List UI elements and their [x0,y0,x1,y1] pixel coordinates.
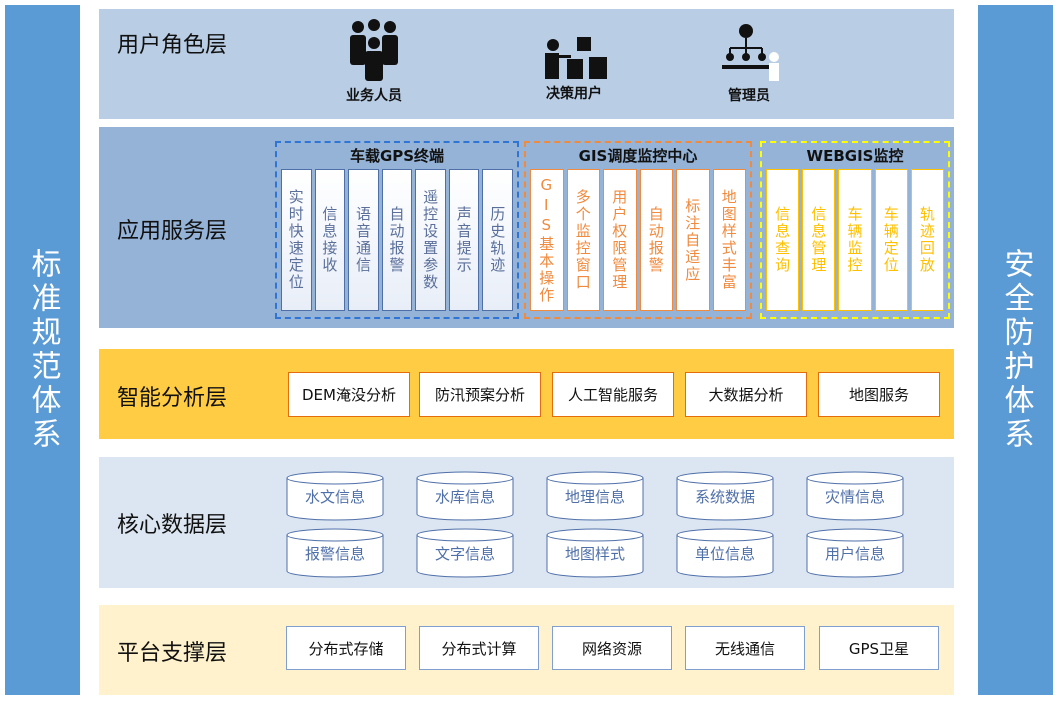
cylinder-icon [416,528,514,578]
data-store-label: 地理信息 [564,488,625,506]
service-item: 地图样式丰富 [712,169,746,311]
service-item: 语音通信 [348,169,379,311]
service-item: 轨迹回放 [910,169,945,311]
data-store: 水库信息 [416,471,514,521]
data-store: 系统数据 [676,471,774,521]
group-title: GIS调度监控中心 [578,147,698,165]
service-item: 标注自适应 [676,169,710,311]
analysis-item: DEM淹没分析 [288,372,410,417]
data-store-label: 单位信息 [694,545,755,563]
layer-title: 应用服务层 [117,219,228,244]
intelligent-analysis-layer: 智能分析层 DEM淹没分析 防汛预案分析 人工智能服务 大数据分析 地图服务 [99,349,954,439]
data-store-label: 系统数据 [694,488,755,506]
cylinder-icon [806,528,904,578]
service-item: 信息管理 [802,169,836,311]
service-item: 声音提示 [448,169,480,311]
cylinder-icon [676,528,774,578]
group-webgis: WEBGIS监控 信息查询 信息管理 车辆监控 车辆定位 轨迹回放 [760,141,950,319]
data-store-label: 报警信息 [304,545,365,563]
cylinder-icon [676,471,774,521]
platform-item: 网络资源 [552,626,672,670]
service-item: 车辆监控 [838,169,872,311]
role-business: 业务人员 [334,19,414,105]
admin-icon [722,24,779,81]
service-item: 信息查询 [766,169,800,311]
service-item: 用户权限管理 [603,169,637,311]
analysis-item: 地图服务 [818,372,940,417]
analysis-item: 大数据分析 [685,372,807,417]
cylinder-icon [806,471,904,521]
platform-item: 分布式计算 [419,626,539,670]
layer-title: 智能分析层 [117,386,228,411]
application-service-layer: 应用服务层 车载GPS终端 实时快速定位 信息接收 语音通信 自动报警 遥控设置参数 声音… [99,127,954,328]
platform-item: 分布式存储 [286,626,406,670]
group-gps-terminal: 车载GPS终端 实时快速定位 信息接收 语音通信 自动报警 遥控设置参数 声音提示 历史轨迹 [275,141,519,319]
group-gis-dispatch: GIS调度监控中心 GIS基本操作 多个监控窗口 用户权限管理 自动报警 标注自适应 地图… [524,141,752,319]
cylinder-icon [286,528,384,578]
service-item: 多个监控窗口 [566,169,600,311]
service-item: 信息接收 [314,169,346,311]
role-label: 业务人员 [346,88,402,104]
layer-title: 用户角色层 [117,33,228,58]
cylinder-icon [416,471,514,521]
user-role-layer: 用户角色层 业务人员 决策用户 管理员 [99,9,954,119]
data-store: 单位信息 [676,528,774,578]
service-item: 实时快速定位 [281,169,312,311]
cylinder-icon [286,471,384,521]
data-store: 灾情信息 [806,471,904,521]
data-store: 水文信息 [286,471,384,521]
core-data-layer: 核心数据层 水文信息 水库信息 地理信息 系统数据 灾情信息报警信息 文字信息 地图样式 单位… [99,457,954,588]
service-item: GIS基本操作 [530,169,564,311]
data-store: 报警信息 [286,528,384,578]
business-people-icon [350,19,398,81]
analysis-item: 人工智能服务 [552,372,674,417]
data-store-label: 水库信息 [434,488,495,506]
platform-item: GPS卫星 [819,626,939,670]
standards-system-bar: 标准规范体系 [5,5,80,695]
platform-support-layer: 平台支撑层 分布式存储 分布式计算 网络资源 无线通信 GPS卫星 [99,605,954,695]
group-title: 车载GPS终端 [349,147,445,165]
security-system-bar: 安全防护体系 [978,5,1053,695]
decision-user-icon [545,37,607,79]
role-label: 决策用户 [546,86,602,102]
data-store-label: 地图样式 [564,545,625,563]
group-title: WEBGIS监控 [806,147,904,165]
data-store-label: 文字信息 [434,545,495,563]
service-item: 遥控设置参数 [415,169,446,311]
data-store-label: 灾情信息 [824,488,885,506]
layer-title: 平台支撑层 [117,641,228,666]
data-store: 文字信息 [416,528,514,578]
role-admin: 管理员 [709,23,789,105]
layer-title: 核心数据层 [117,513,228,538]
data-store: 用户信息 [806,528,904,578]
service-item: 车辆定位 [874,169,908,311]
data-store-label: 水文信息 [304,488,365,506]
analysis-item: 防汛预案分析 [419,372,541,417]
role-label: 管理员 [728,88,770,104]
cylinder-icon [546,528,644,578]
role-decision: 决策用户 [534,33,614,103]
platform-item: 无线通信 [685,626,805,670]
service-item: 自动报警 [639,169,673,311]
data-store-label: 用户信息 [824,545,885,563]
data-store: 地理信息 [546,471,644,521]
service-item: 自动报警 [381,169,413,311]
cylinder-icon [546,471,644,521]
service-item: 历史轨迹 [482,169,514,311]
data-store: 地图样式 [546,528,644,578]
